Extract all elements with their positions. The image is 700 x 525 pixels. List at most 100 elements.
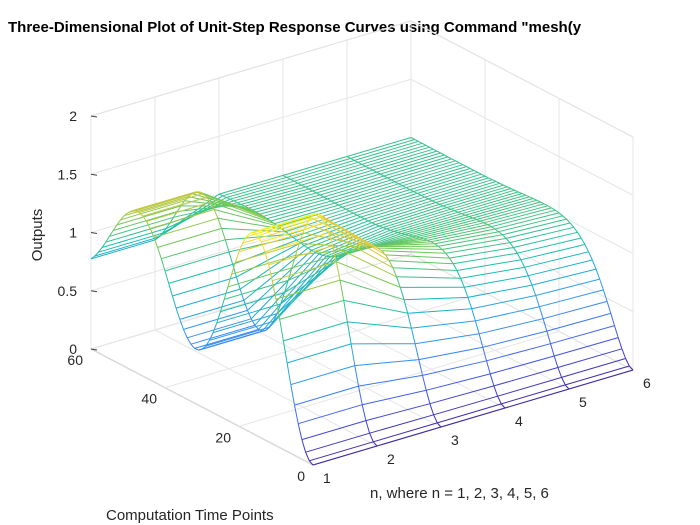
mesh-row-segment	[385, 254, 450, 259]
mesh-row-segment	[397, 213, 462, 233]
mesh-row-segment	[294, 385, 359, 406]
mesh-column-segment	[90, 255, 96, 260]
mesh-column-segment	[186, 337, 192, 345]
x-tick-label: 1	[323, 470, 331, 486]
z-tick-mark	[90, 290, 98, 293]
mesh-column-segment	[399, 287, 405, 300]
mesh-column-segment	[550, 343, 555, 357]
mesh-row-segment	[297, 163, 362, 184]
mesh-row-segment	[420, 175, 486, 196]
mesh-row-segment	[557, 348, 623, 368]
mesh-row-segment	[153, 217, 219, 238]
mesh-row-segment	[246, 217, 311, 238]
mesh-row-segment	[386, 208, 451, 230]
mesh-column-segment	[438, 245, 443, 250]
mesh-row-segment	[369, 148, 434, 169]
mesh-row-segment	[312, 445, 378, 466]
mesh-row-segment	[501, 384, 566, 405]
mesh-row-segment	[101, 228, 167, 248]
mesh-row-segment	[372, 150, 438, 171]
mesh-column-segment	[498, 231, 503, 236]
mesh-column-segment	[542, 318, 548, 332]
mesh-column-segment	[257, 235, 262, 243]
mesh-row-segment	[413, 171, 478, 192]
mesh-row-segment	[113, 211, 178, 231]
mesh-row-segment	[231, 254, 296, 275]
mesh-column-segment	[553, 355, 559, 368]
mesh-column-segment	[564, 384, 570, 390]
mesh-column-segment	[555, 209, 560, 214]
mesh-column-segment	[135, 210, 140, 214]
mesh-row-segment	[480, 203, 545, 222]
mesh-column-segment	[305, 452, 310, 461]
mesh-column-segment	[282, 340, 288, 363]
mesh-column-segment	[388, 260, 394, 269]
mesh-row-segment	[172, 276, 237, 297]
mesh-row-segment	[365, 403, 431, 422]
mesh-column-segment	[513, 247, 518, 254]
mesh-row-segment	[290, 159, 355, 180]
mesh-row-segment	[393, 211, 459, 232]
mesh-column-segment	[335, 261, 341, 281]
mesh-column-segment	[232, 264, 237, 278]
mesh-row-segment	[513, 231, 578, 248]
mesh-row-segment	[350, 139, 415, 159]
mesh-row-segment	[190, 324, 256, 345]
mesh-column-segment	[350, 343, 356, 366]
mesh-row-segment	[293, 161, 359, 182]
mesh-row-segment	[183, 309, 248, 330]
mesh-column-segment	[190, 343, 195, 349]
mesh-row-segment	[264, 232, 330, 253]
mesh-row-segment	[520, 244, 586, 261]
mesh-column-segment	[179, 319, 184, 330]
mesh-row-segment	[282, 156, 348, 176]
mesh-column-segment	[502, 234, 507, 239]
mesh-column-segment	[449, 257, 454, 264]
mesh-row-segment	[332, 245, 397, 278]
x-tick-label: 4	[515, 413, 523, 429]
z-grid-line	[90, 78, 412, 175]
mesh-row-segment	[380, 154, 445, 175]
mesh-row-segment	[202, 193, 268, 220]
mesh-row-segment	[471, 295, 536, 310]
mesh-row-segment	[407, 308, 472, 314]
mesh-row-segment	[498, 215, 563, 233]
mesh-column-segment	[360, 216, 365, 220]
mesh-row-segment	[214, 209, 279, 227]
mesh-row-segment	[422, 360, 487, 376]
mesh-row-segment	[220, 292, 285, 313]
mesh-row-segment	[437, 403, 502, 424]
mesh-column-segment	[295, 243, 300, 256]
mesh-row-segment	[417, 173, 482, 194]
mesh-column-segment	[227, 274, 233, 287]
mesh-row-segment	[376, 152, 441, 173]
mesh-column-segment	[149, 228, 155, 238]
x-tick-label: 3	[451, 432, 459, 448]
z-tick-mark	[90, 232, 98, 234]
mesh-column-segment	[146, 221, 151, 229]
mesh-row-segment	[138, 193, 204, 214]
mesh-row-segment	[164, 251, 230, 272]
mesh-row-segment	[357, 142, 423, 163]
mesh-row-segment	[433, 395, 498, 416]
x-grid-line	[154, 329, 378, 447]
mesh-column-segment	[422, 375, 427, 391]
mesh-column-segment	[217, 218, 223, 229]
mesh-column-segment	[524, 267, 529, 276]
mesh-row-segment	[483, 205, 549, 224]
mesh-row-segment	[94, 236, 159, 257]
mesh-row-segment	[539, 289, 604, 308]
mesh-column-segment	[254, 324, 259, 330]
mesh-column-segment	[561, 377, 566, 386]
mesh-row-segment	[362, 389, 427, 406]
mesh-row-segment	[404, 216, 470, 235]
mesh-column-segment	[287, 267, 293, 281]
mesh-column-segment	[297, 423, 303, 440]
mesh-row-segment	[323, 177, 388, 198]
mesh-row-segment	[279, 299, 344, 320]
mesh-row-segment	[242, 223, 307, 244]
mesh-row-segment	[376, 426, 442, 447]
mesh-column-segment	[606, 301, 612, 314]
mesh-column-segment	[242, 236, 247, 244]
mesh-row-segment	[531, 268, 597, 286]
